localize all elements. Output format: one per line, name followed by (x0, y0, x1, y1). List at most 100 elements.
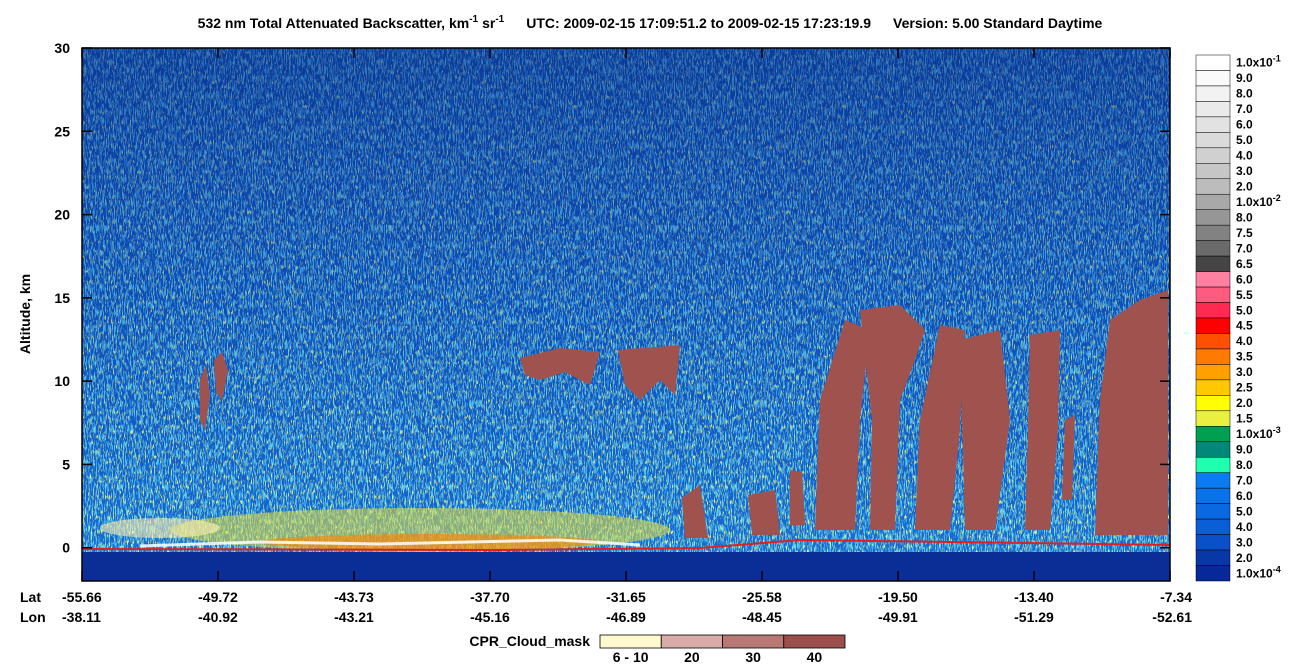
colorbar-label: 4.0 (1236, 520, 1253, 534)
lat-label: -37.70 (470, 589, 510, 605)
lon-label: -43.21 (334, 609, 374, 625)
colorbar-swatch (1195, 317, 1231, 334)
colorbar-swatch (1195, 549, 1231, 566)
title-time: UTC: 2009-02-15 17:09:51.2 to 2009-02-15… (526, 15, 871, 31)
cpr-legend-swatch (660, 634, 723, 649)
cloud (1025, 330, 1060, 530)
colorbar-label-text: 9.0 (1236, 443, 1253, 457)
colorbar-swatch (1195, 302, 1231, 319)
colorbar-swatch (1195, 101, 1231, 118)
cpr-legend-label: 40 (807, 649, 823, 665)
lat-label: -7.34 (1160, 589, 1192, 605)
colorbar-swatch (1195, 255, 1231, 272)
plot-area (81, 47, 1171, 582)
colorbar-label-text: 7.5 (1236, 226, 1253, 240)
colorbar-swatch (1195, 178, 1231, 195)
colorbar-swatch (1195, 116, 1231, 133)
cloud (960, 330, 1010, 530)
colorbar-swatch (1195, 70, 1231, 87)
colorbar-label: 5.0 (1236, 133, 1253, 147)
colorbar-label-text: 6.0 (1236, 272, 1253, 286)
colorbar-label-text: 1.0x10 (1236, 566, 1273, 580)
colorbar-swatch (1195, 333, 1231, 350)
chart-title: 532 nm Total Attenuated Backscatter, km -… (198, 14, 1103, 31)
colorbar-label: 6.0 (1236, 272, 1253, 286)
colorbar-label-text: 2.0 (1236, 551, 1253, 565)
colorbar-swatch (1195, 518, 1231, 535)
colorbar-swatch (1195, 441, 1231, 458)
cloud-mask (200, 290, 1168, 538)
title-text: sr (482, 15, 496, 31)
lon-label: -46.89 (606, 609, 646, 625)
colorbar-label: 1.0x10-3 (1236, 425, 1281, 441)
colorbar-label-text: 1.0x10 (1236, 56, 1273, 70)
lon-label: -45.16 (470, 609, 510, 625)
colorbar-label: 9.0 (1236, 71, 1253, 85)
cloud (214, 352, 228, 400)
colorbar-label-text: 7.0 (1236, 241, 1253, 255)
colorbar-label: 6.0 (1236, 118, 1253, 132)
colorbar-label-text: 4.5 (1236, 319, 1253, 333)
colorbar-label-text: 6.0 (1236, 118, 1253, 132)
colorbar-label: 1.0x10-4 (1236, 564, 1281, 580)
colorbar-swatch (1195, 364, 1231, 381)
title-text: 532 nm Total Attenuated Backscatter, km (198, 15, 470, 31)
colorbar-label-text: 1.0x10 (1236, 427, 1273, 441)
lat-label: -25.58 (742, 589, 782, 605)
y-tick-label: 15 (54, 290, 70, 306)
colorbar-label-text: 2.5 (1236, 381, 1253, 395)
y-tick-label: 0 (62, 540, 70, 556)
colorbar-label: 9.0 (1236, 443, 1253, 457)
colorbar-label-text: 3.5 (1236, 350, 1253, 364)
cloud (815, 320, 870, 530)
cloud (915, 325, 965, 530)
colorbar-swatch (1195, 224, 1231, 241)
lat-label: -13.40 (1014, 589, 1054, 605)
colorbar: 1.0x10-19.08.07.06.05.04.03.02.01.0x10-2… (1195, 54, 1281, 582)
lat-label: -49.72 (198, 589, 238, 605)
colorbar-label: 5.5 (1236, 288, 1253, 302)
aerosol-layer (100, 518, 220, 538)
colorbar-swatch (1195, 193, 1231, 210)
cloud (200, 365, 210, 430)
cloud (520, 348, 600, 385)
colorbar-label: 7.5 (1236, 226, 1253, 240)
colorbar-label-text: 8.0 (1236, 458, 1253, 472)
cpr-legend-label: 6 - 10 (613, 649, 649, 665)
colorbar-label-text: 7.0 (1236, 473, 1253, 487)
colorbar-label: 2.0 (1236, 551, 1253, 565)
y-tick-label: 20 (54, 207, 70, 223)
colorbar-label-text: 4.0 (1236, 149, 1253, 163)
colorbar-label-text: 7.0 (1236, 102, 1253, 116)
colorbar-swatch (1195, 503, 1231, 520)
colorbar-label: 1.0x10-1 (1236, 54, 1281, 70)
colorbar-label-text: 1.0x10 (1236, 195, 1273, 209)
colorbar-label-text: 2.0 (1236, 396, 1253, 410)
colorbar-label-sup: -1 (1273, 54, 1281, 64)
colorbar-label-text: 2.0 (1236, 180, 1253, 194)
cloud (790, 470, 805, 525)
colorbar-label-sup: -3 (1273, 425, 1281, 435)
colorbar-swatch (1195, 456, 1231, 473)
colorbar-label: 7.0 (1236, 102, 1253, 116)
x-row-label: Lat (20, 589, 41, 605)
colorbar-swatch (1195, 85, 1231, 102)
colorbar-label: 3.0 (1236, 535, 1253, 549)
colorbar-swatch (1195, 379, 1231, 396)
colorbar-label: 4.0 (1236, 334, 1253, 348)
colorbar-label-text: 3.0 (1236, 365, 1253, 379)
cpr-legend-swatch (599, 634, 662, 649)
title-sup: -1 (495, 14, 504, 25)
colorbar-label: 7.0 (1236, 473, 1253, 487)
colorbar-label-text: 1.5 (1236, 412, 1253, 426)
cloud (860, 305, 925, 530)
speckle (82, 48, 1170, 581)
x-row-label: Lon (20, 609, 46, 625)
cpr-legend-swatch (722, 634, 785, 649)
colorbar-label: 4.0 (1236, 149, 1253, 163)
lat-label: -43.73 (334, 589, 374, 605)
colorbar-swatch (1195, 395, 1231, 412)
colorbar-label-text: 6.0 (1236, 489, 1253, 503)
colorbar-swatch (1195, 163, 1231, 180)
lat-label: -19.50 (878, 589, 918, 605)
